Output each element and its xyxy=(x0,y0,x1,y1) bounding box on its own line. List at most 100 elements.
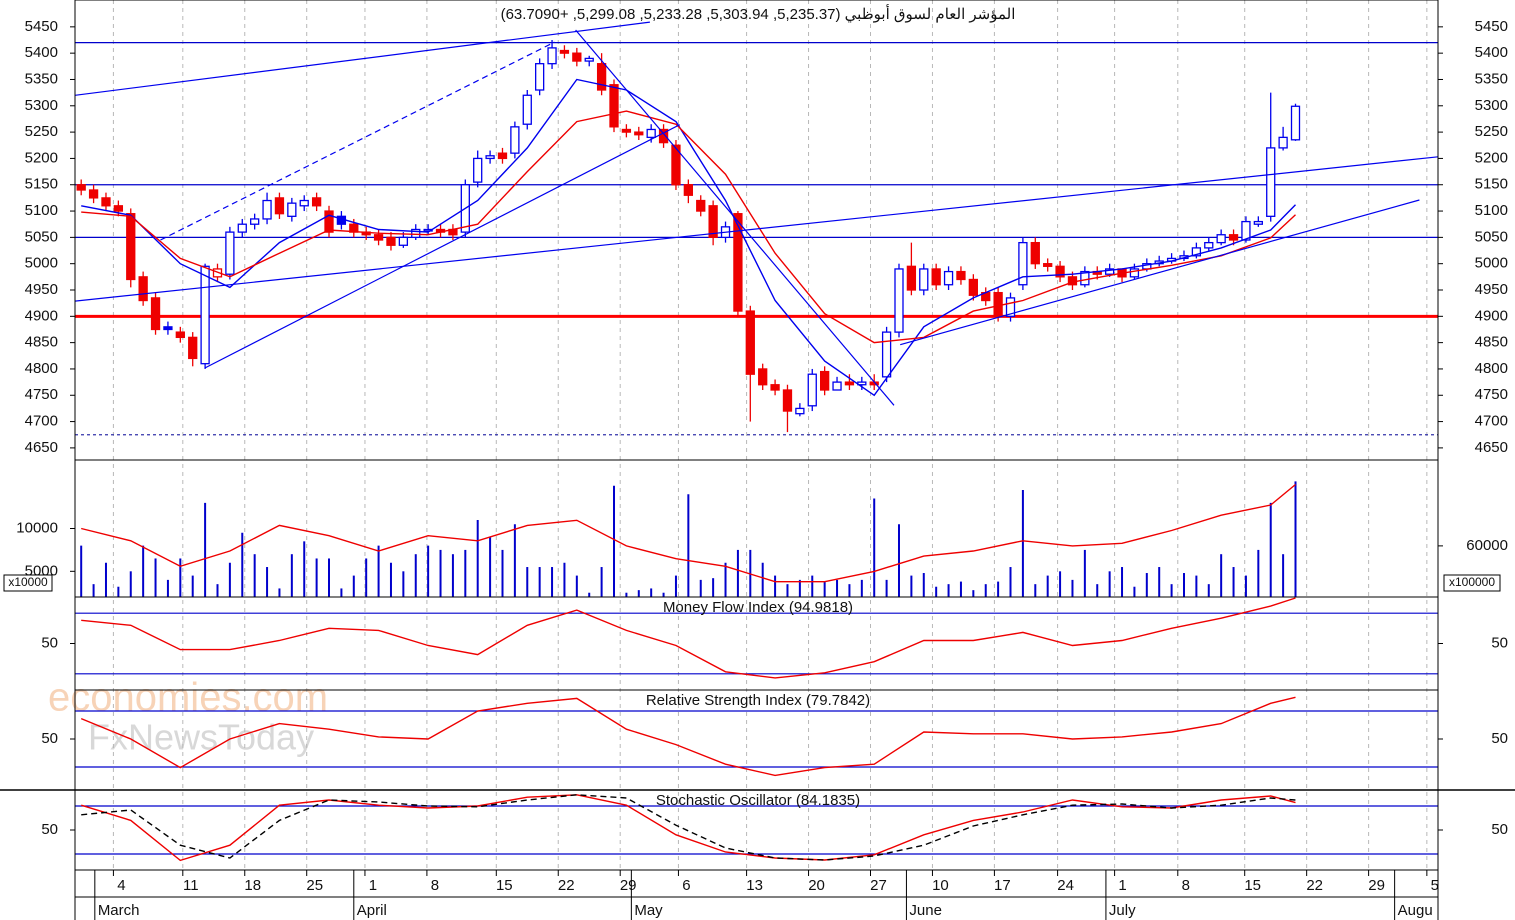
candle-body xyxy=(1191,247,1202,257)
y-tick-label: 5450 xyxy=(1475,18,1508,35)
y-tick-label: 50 xyxy=(41,821,58,838)
candle-body xyxy=(76,184,86,191)
line xyxy=(81,483,1296,583)
candle-body xyxy=(559,49,570,54)
unit-box xyxy=(1443,574,1501,592)
candle-body xyxy=(113,205,124,212)
line xyxy=(900,199,1420,346)
candle-body xyxy=(1253,220,1263,225)
panel-title: المؤشر العام لسوق أبوظبي (5,235.37, 5,30… xyxy=(501,4,1016,23)
candle-body xyxy=(262,199,272,220)
x-tick-label: 25 xyxy=(306,877,323,894)
candle-body xyxy=(683,184,693,196)
candle-body xyxy=(1204,241,1214,249)
x-tick-label: 5 xyxy=(1431,877,1439,894)
candle-body xyxy=(473,157,483,183)
candle-body xyxy=(770,384,780,391)
y-tick-label: 4950 xyxy=(25,281,58,298)
x-tick-label: 8 xyxy=(1182,877,1190,894)
y-tick-label: 4800 xyxy=(1475,360,1508,377)
candle-body xyxy=(584,57,594,62)
candle-body xyxy=(398,236,409,246)
y2-tick-label: 60000 xyxy=(1466,537,1508,554)
candle-body xyxy=(820,370,830,391)
candle-body xyxy=(1030,241,1040,265)
candle-body xyxy=(200,265,210,365)
x-tick-label: 15 xyxy=(496,877,513,894)
candle-body xyxy=(708,205,718,239)
y-tick-label: 5200 xyxy=(25,149,58,166)
x-tick-label: 24 xyxy=(1057,877,1074,894)
watermark-sub: FxNewsToday xyxy=(88,717,314,758)
line xyxy=(575,29,895,406)
x-tick-label: 18 xyxy=(244,877,261,894)
candle-body xyxy=(758,368,768,386)
watermark: economies.com FxNewsToday xyxy=(48,676,328,758)
line xyxy=(204,124,680,369)
y-tick-label: 10000 xyxy=(16,519,58,536)
y-tick-label: 5150 xyxy=(25,176,58,193)
y-tick-label: 5050 xyxy=(25,228,58,245)
candle-body xyxy=(894,268,904,333)
candle-body xyxy=(968,278,978,296)
x-tick-label: 29 xyxy=(620,877,637,894)
line xyxy=(74,156,1439,302)
candle-body xyxy=(844,381,855,386)
month-label: June xyxy=(909,902,942,919)
candle-body xyxy=(311,197,322,207)
y-tick-label: 4900 xyxy=(25,307,58,324)
candle-body xyxy=(1266,147,1276,217)
panel-title: Relative Strength Index (79.7842) xyxy=(646,692,870,709)
x-tick-label: 1 xyxy=(1118,877,1126,894)
line xyxy=(81,78,1296,397)
x-tick-label: 11 xyxy=(183,877,199,894)
y-tick-label: 5350 xyxy=(25,70,58,87)
y-tick-label: 5200 xyxy=(1475,149,1508,166)
x-tick-label: 27 xyxy=(870,877,887,894)
y-tick-label: 5100 xyxy=(25,202,58,219)
candle-body xyxy=(621,128,632,133)
y-tick-label: 4750 xyxy=(25,386,58,403)
candle-body xyxy=(1278,136,1288,149)
y-tick-label: 4700 xyxy=(25,413,58,430)
candle-body xyxy=(324,210,334,233)
x-tick-label: 4 xyxy=(117,877,125,894)
candle-body xyxy=(931,268,941,286)
candle-body xyxy=(1055,265,1065,278)
candle-body xyxy=(535,63,545,91)
candle-body xyxy=(274,197,285,215)
candle-body xyxy=(510,126,520,154)
x-tick-label: 6 xyxy=(682,877,690,894)
y-tick-label: 5100 xyxy=(1475,202,1508,219)
candle-body xyxy=(1005,297,1016,317)
x-tick-label: 22 xyxy=(1306,877,1323,894)
candle-body xyxy=(906,265,917,291)
candle-body xyxy=(745,310,755,375)
y-tick-label: 50 xyxy=(41,634,58,651)
y-tick-label: 5350 xyxy=(1475,70,1508,87)
candle-body xyxy=(522,94,532,125)
y-tick-label: 5250 xyxy=(1475,123,1508,140)
y-tick-label: 50 xyxy=(41,730,58,747)
candle-body xyxy=(881,331,892,378)
candle-body xyxy=(609,84,619,128)
y-tick-label: 4750 xyxy=(1475,386,1508,403)
candle-body xyxy=(634,131,644,136)
unit-label: x100000 xyxy=(1449,575,1495,589)
candle-body xyxy=(126,213,136,281)
x-tick-label: 22 xyxy=(558,877,575,894)
candle-body xyxy=(1241,220,1251,241)
x-tick-label: 20 xyxy=(808,877,825,894)
candle-body xyxy=(572,52,582,62)
y-tick-label: 4850 xyxy=(25,334,58,351)
candle-body xyxy=(1104,268,1115,275)
y-tick-label: 50 xyxy=(1491,634,1508,651)
candle-body xyxy=(547,47,557,65)
candle-body xyxy=(733,213,743,312)
candle-body xyxy=(1080,270,1090,286)
month-label: May xyxy=(634,902,663,919)
candle-body xyxy=(299,199,309,207)
unit-box xyxy=(3,574,53,592)
line xyxy=(160,41,555,241)
